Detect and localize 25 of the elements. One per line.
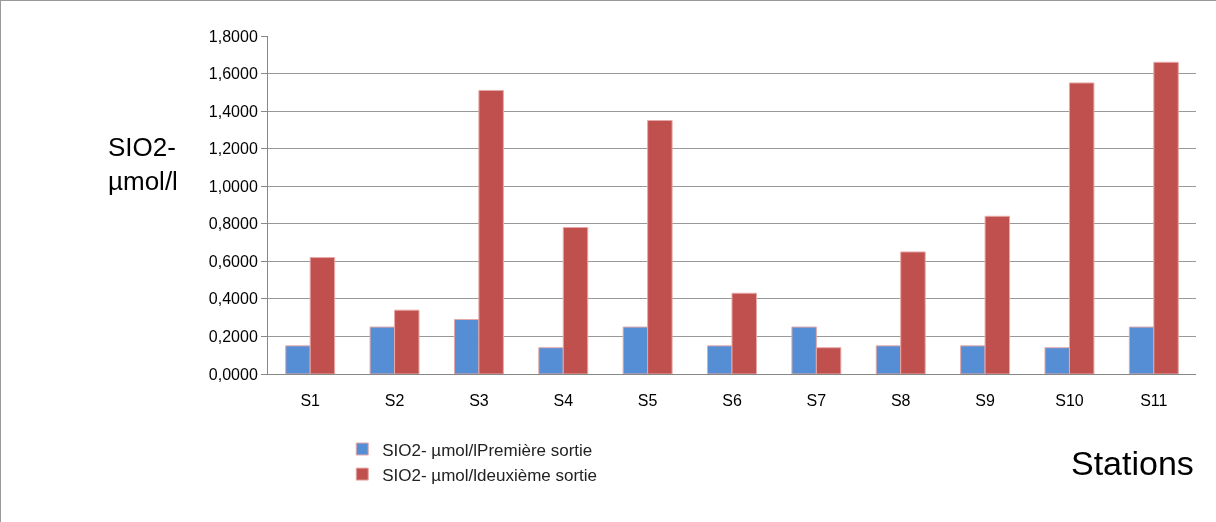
x-tick-label: S6 (722, 392, 742, 410)
y-tick-label: 0,8000 (208, 215, 258, 233)
x-tick-label: S4 (553, 392, 574, 410)
x-tick-label: S5 (637, 392, 658, 410)
y-tick-label: 1,8000 (208, 27, 258, 45)
legend-label: SIO2- µmol/lPremière sortie (382, 440, 593, 460)
y-tick-label: 0,2000 (208, 328, 258, 346)
y-tick-label: 0,4000 (208, 290, 258, 308)
x-tick-label: S11 (1140, 392, 1168, 410)
y-tick-label: 1,6000 (208, 65, 258, 83)
x-tick-label: S7 (806, 392, 827, 410)
x-tick-label: S10 (1055, 392, 1084, 410)
x-tick-label: S1 (300, 392, 321, 410)
x-tick-label: S3 (469, 392, 489, 410)
legend-label: SIO2- µmol/ldeuxième sortie (382, 465, 598, 485)
x-tick-label: S9 (975, 392, 995, 410)
y-tick-label: 1,4000 (208, 102, 258, 120)
x-tick-label: S8 (890, 392, 911, 410)
y-tick-label: 1,0000 (208, 177, 258, 195)
x-tick-label: S2 (384, 392, 405, 410)
x-axis-title: Stations (1071, 444, 1194, 482)
y-tick-label: 0,0000 (208, 365, 258, 383)
y-tick-label: 0,6000 (208, 252, 258, 270)
y-tick-label: 1,2000 (208, 140, 258, 158)
y-axis-title: SIO2- µmol/l (108, 132, 178, 196)
